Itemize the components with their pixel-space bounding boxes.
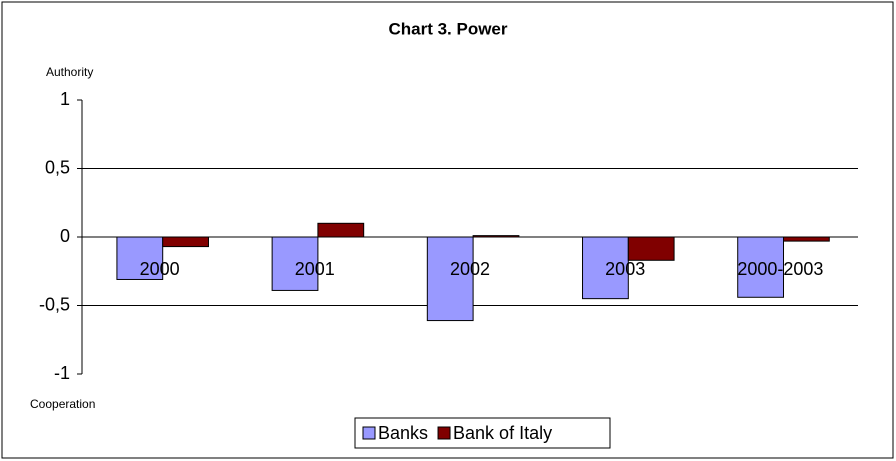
- x-tick-label: 2002: [450, 259, 490, 279]
- legend-box: [354, 417, 611, 449]
- bar: [116, 236, 164, 280]
- bar: [627, 236, 675, 261]
- y-tick-label: 0,5: [45, 157, 70, 177]
- bar: [271, 236, 319, 291]
- y-tick-label: 0: [60, 226, 70, 246]
- x-tick-label: 2000: [140, 259, 180, 279]
- axis-label-top: Authority: [46, 65, 93, 79]
- bar: [783, 236, 830, 242]
- y-tick-label: -1: [54, 363, 70, 383]
- axis-label-bottom: Cooperation: [30, 397, 95, 411]
- legend-swatch: [362, 426, 376, 440]
- x-tick-label: 2003: [605, 259, 645, 279]
- bar: [426, 236, 474, 322]
- y-tick-label: 1: [60, 89, 70, 109]
- chart-title: Chart 3. Power: [388, 19, 507, 38]
- legend-label: Bank of Italy: [453, 423, 552, 443]
- legend-swatch: [437, 426, 451, 440]
- bar: [317, 222, 365, 238]
- legend-label: Banks: [378, 423, 428, 443]
- y-tick-label: -0,5: [39, 294, 70, 314]
- bar: [737, 236, 785, 298]
- bar: [582, 236, 629, 300]
- x-tick-label: 2001: [295, 259, 335, 279]
- x-tick-label: 2000-2003: [737, 259, 823, 279]
- bar: [162, 236, 209, 248]
